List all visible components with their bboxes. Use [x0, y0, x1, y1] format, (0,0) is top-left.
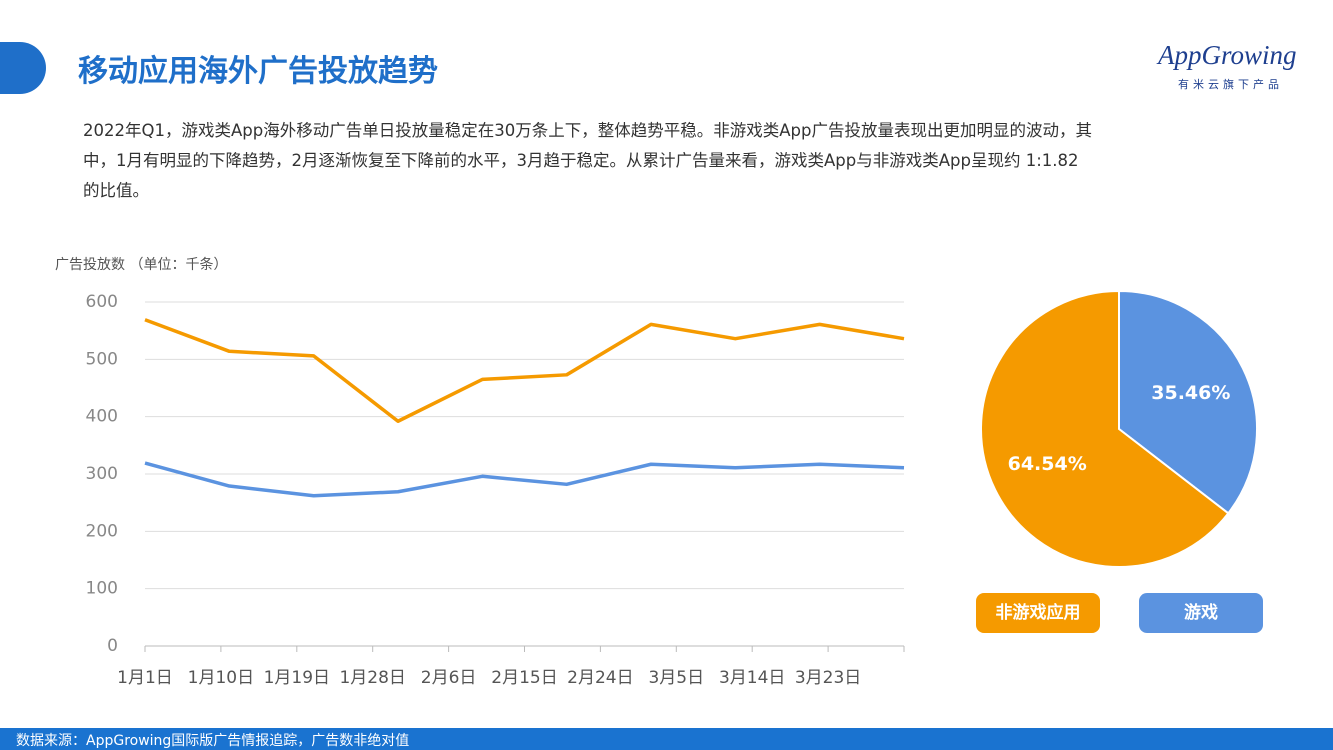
x-tick-label: 2月6日 — [421, 668, 477, 688]
logo-tagline: 有米云旗下产品 — [1178, 78, 1283, 91]
x-tick-label: 3月5日 — [648, 668, 704, 688]
footer-text: 数据来源：AppGrowing国际版广告情报追踪，广告数非绝对值 — [16, 733, 410, 749]
x-tick-label: 1月1日 — [117, 668, 173, 688]
legend-chip — [1139, 593, 1263, 633]
x-tick-label: 1月19日 — [264, 668, 330, 688]
legend-label: 非游戏应用 — [996, 602, 1081, 623]
x-tick-label: 1月28日 — [339, 668, 405, 688]
x-tick-label: 3月23日 — [795, 668, 861, 688]
y-tick-label: 500 — [86, 349, 118, 369]
slice-label: 64.54% — [1008, 453, 1087, 475]
y-tick-label: 300 — [86, 464, 118, 484]
footer-bar — [0, 728, 1333, 750]
x-tick-label: 1月10日 — [188, 668, 254, 688]
y-axis-title: 广告投放数 （单位：千条） — [55, 256, 227, 273]
legend-label: 游戏 — [1184, 602, 1218, 623]
legend-chip — [976, 593, 1100, 633]
series-line — [144, 461, 905, 498]
y-tick-label: 400 — [86, 407, 118, 427]
x-tick-label: 3月14日 — [719, 668, 785, 688]
pie-slice — [1118, 289, 1258, 515]
y-tick-label: 200 — [86, 521, 118, 541]
description-line: 2022年Q1，游戏类App海外移动广告单日投放量稳定在30万条上下，整体趋势平… — [83, 121, 1092, 140]
description-line: 中，1月有明显的下降趋势，2月逐渐恢复至下降前的水平，3月趋于稳定。从累计广告量… — [83, 151, 1079, 170]
y-tick-label: 0 — [107, 636, 118, 656]
y-tick-label: 600 — [86, 292, 118, 312]
x-tick-label: 2月15日 — [491, 668, 557, 688]
slice-label: 35.46% — [1151, 382, 1230, 404]
pie-slice — [980, 289, 1230, 568]
chart: 广告投放数 （单位：千条） 0 100 200 300 400 500 600 1月1日 1月10… — [55, 256, 1263, 688]
series-line — [144, 318, 905, 424]
header-accent — [0, 42, 46, 94]
title: 移动应用海外广告投放趋势 — [78, 54, 438, 89]
description-line: 的比值。 — [83, 181, 149, 200]
y-tick-label: 100 — [86, 579, 118, 599]
x-tick-label: 2月24日 — [567, 668, 633, 688]
logo: AppGrowing — [1158, 40, 1297, 70]
